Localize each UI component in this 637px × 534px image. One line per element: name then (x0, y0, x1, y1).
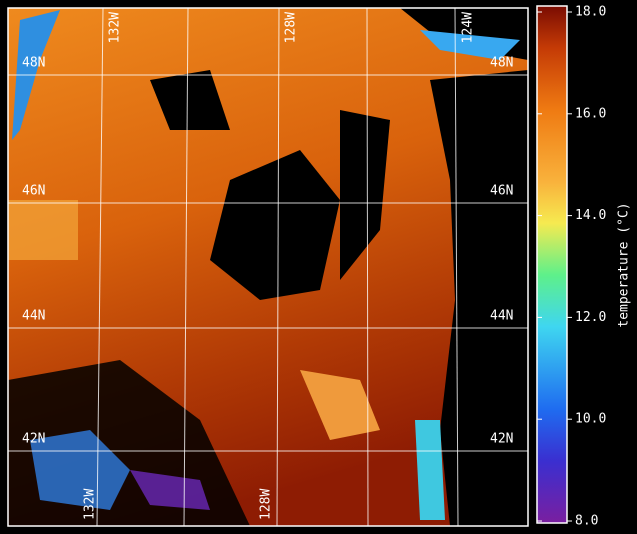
lon-label: 128W (284, 12, 299, 43)
colorbar-tick-label: 16.0 (575, 106, 606, 121)
lat-label: 46N (490, 184, 513, 199)
grid-line (454, 7, 459, 527)
colorbar-tick-label: 12.0 (575, 310, 606, 325)
grid-line (183, 7, 189, 527)
colorbar-title: temperature (°C) (617, 202, 632, 327)
lon-label: 132W (108, 12, 123, 43)
lat-label: 42N (22, 432, 45, 447)
lat-label: 48N (490, 56, 513, 71)
lat-label: 46N (22, 184, 45, 199)
map-frame (7, 7, 529, 527)
grid-line (366, 7, 369, 527)
colorbar (536, 5, 568, 524)
lat-label: 48N (22, 56, 45, 71)
colorbar-tick-label: 10.0 (575, 412, 606, 427)
grid-line (276, 7, 280, 527)
sst-image (8, 8, 528, 526)
grid-line (96, 7, 104, 527)
lon-label: 124W (461, 12, 476, 43)
lon-label: 128W (259, 489, 274, 520)
lat-label: 42N (490, 432, 513, 447)
colorbar-tick-label: 8.0 (575, 514, 598, 529)
lon-label: 132W (83, 489, 98, 520)
lat-label: 44N (22, 309, 45, 324)
colorbar-tick-label: 18.0 (575, 5, 606, 20)
graticule (8, 7, 528, 527)
lat-label: 44N (490, 309, 513, 324)
colorbar-tick-label: 14.0 (575, 208, 606, 223)
